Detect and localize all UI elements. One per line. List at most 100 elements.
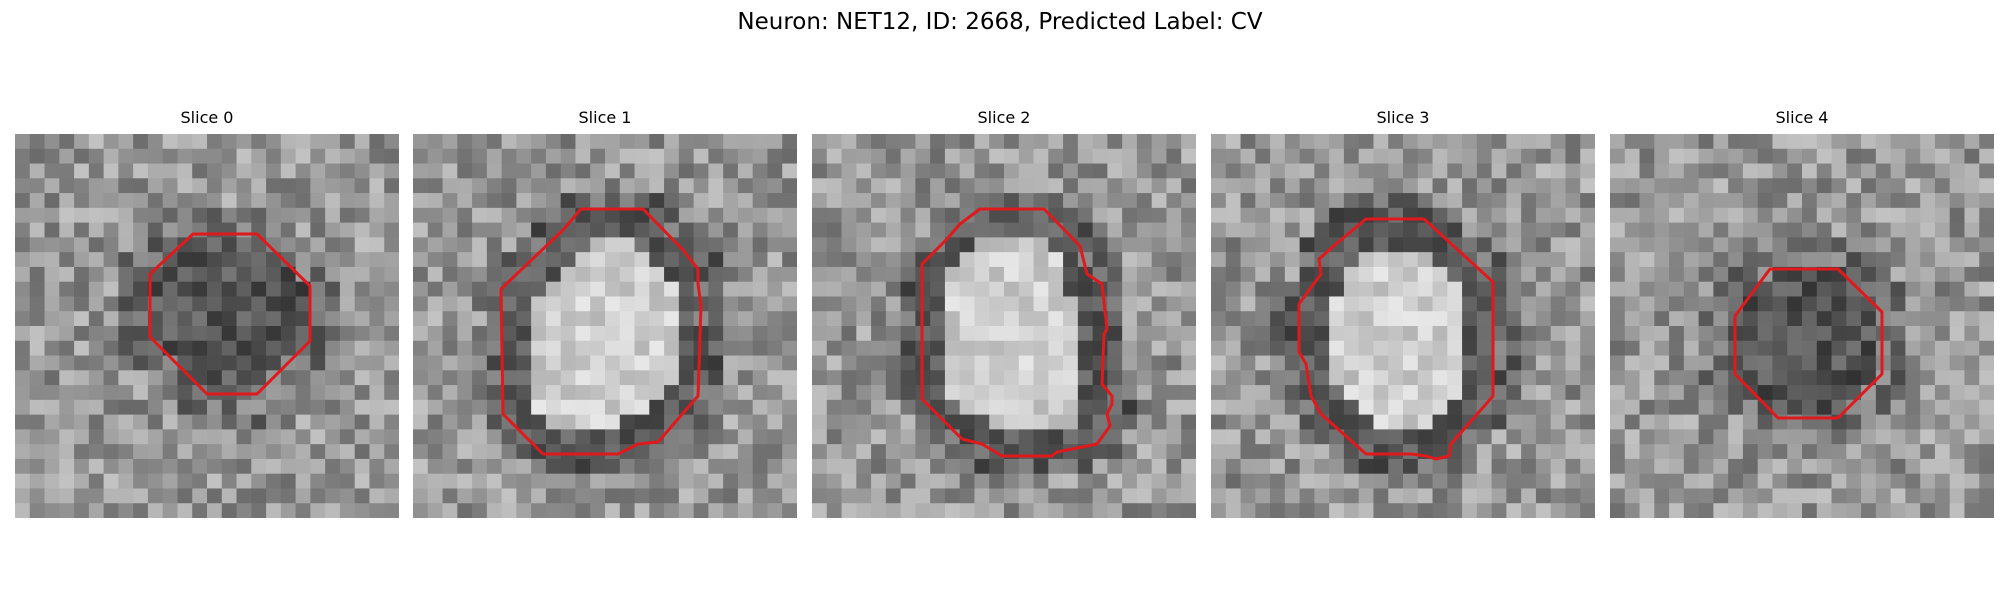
image-pixel (147, 488, 164, 504)
image-pixel (1920, 281, 1936, 298)
image-pixel (133, 193, 149, 209)
image-pixel (856, 237, 872, 253)
image-pixel (1742, 458, 1759, 475)
image-pixel (575, 340, 591, 357)
image-pixel (427, 444, 444, 460)
image-pixel (1033, 178, 1049, 194)
slice-panel-0: Slice 0 (15, 108, 399, 520)
image-pixel (1063, 134, 1079, 150)
image-pixel (900, 237, 916, 253)
image-pixel (1757, 134, 1774, 150)
image-pixel (1491, 473, 1507, 490)
image-pixel (1343, 444, 1360, 460)
image-pixel (501, 355, 517, 371)
image-pixel (310, 414, 326, 430)
image-pixel (1122, 458, 1138, 475)
image-pixel (1580, 458, 1595, 475)
image-pixel (575, 503, 591, 518)
image-pixel (930, 207, 946, 224)
image-pixel (1077, 458, 1094, 475)
image-pixel (812, 444, 828, 460)
image-pixel (826, 326, 843, 342)
image-pixel (1934, 385, 1951, 401)
image-pixel (1610, 163, 1626, 179)
image-pixel (501, 193, 517, 209)
image-pixel (15, 340, 31, 357)
image-pixel (1698, 488, 1714, 504)
image-pixel (325, 193, 341, 209)
image-pixel (1816, 134, 1833, 150)
image-pixel (1713, 296, 1729, 312)
image-pixel (1861, 385, 1877, 401)
image-pixel (354, 207, 371, 224)
image-pixel (486, 222, 503, 238)
image-pixel (1757, 444, 1774, 460)
image-pixel (590, 355, 606, 371)
image-pixel (1048, 148, 1064, 165)
image-pixel (1166, 444, 1182, 460)
image-pixel (900, 326, 916, 342)
image-pixel (103, 488, 119, 504)
image-pixel (1713, 473, 1729, 490)
image-pixel (1669, 237, 1685, 253)
image-pixel (1432, 340, 1448, 357)
image-pixel (162, 473, 179, 490)
image-pixel (1299, 207, 1315, 224)
image-pixel (427, 296, 444, 312)
image-pixel (103, 148, 119, 165)
image-pixel (1299, 488, 1315, 504)
image-pixel (1550, 134, 1567, 150)
image-pixel (752, 355, 769, 371)
image-pixel (1580, 385, 1595, 401)
image-pixel (959, 252, 976, 268)
image-pixel (1004, 414, 1020, 430)
image-pixel (1403, 222, 1419, 238)
image-pixel (826, 473, 843, 490)
image-pixel (1831, 370, 1847, 386)
image-pixel (310, 163, 326, 179)
image-pixel (103, 473, 119, 490)
image-pixel (693, 178, 709, 194)
image-pixel (1772, 355, 1788, 371)
image-pixel (1063, 414, 1079, 430)
image-pixel (1875, 370, 1892, 386)
image-pixel (1181, 266, 1196, 283)
image-pixel (354, 222, 371, 238)
image-pixel (1802, 252, 1818, 268)
image-pixel (1757, 488, 1774, 504)
image-pixel (1388, 237, 1404, 253)
image-pixel (826, 503, 843, 518)
image-pixel (1506, 281, 1522, 298)
image-pixel (44, 503, 60, 518)
image-pixel (1063, 178, 1079, 194)
image-pixel (1875, 237, 1892, 253)
image-pixel (708, 252, 724, 268)
image-pixel (1639, 414, 1655, 430)
image-pixel (1166, 503, 1182, 518)
image-pixel (678, 355, 695, 371)
image-pixel (339, 296, 356, 312)
image-pixel (118, 148, 134, 165)
image-pixel (427, 355, 444, 371)
image-pixel (959, 193, 976, 209)
image-pixel (15, 252, 31, 268)
image-pixel (752, 207, 769, 224)
image-pixel (619, 222, 636, 238)
image-pixel (486, 296, 503, 312)
image-pixel (1698, 503, 1714, 518)
image-pixel (619, 281, 636, 298)
image-pixel (1151, 458, 1168, 475)
image-pixel (575, 473, 591, 490)
image-pixel (295, 237, 311, 253)
image-pixel (1136, 237, 1153, 253)
image-pixel (1905, 163, 1921, 179)
image-pixel (1240, 178, 1256, 194)
image-pixel (1979, 414, 1994, 430)
image-pixel (752, 237, 769, 253)
image-pixel (1698, 414, 1714, 430)
image-pixel (44, 473, 60, 490)
image-pixel (590, 326, 606, 342)
image-pixel (1403, 503, 1419, 518)
image-pixel (339, 311, 356, 327)
image-pixel (457, 414, 473, 430)
